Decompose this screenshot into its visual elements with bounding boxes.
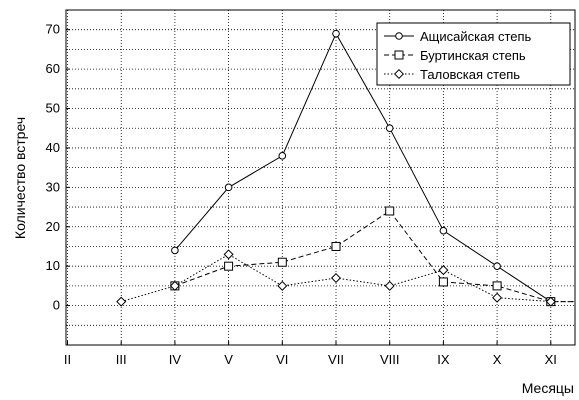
x-tick-label: V (224, 352, 233, 367)
data-point-diamond (169, 280, 180, 291)
y-tick-label: 10 (46, 258, 60, 273)
y-axis-ticks: 0 10 20 30 40 50 60 70 (46, 22, 70, 313)
legend-marker-circle (395, 32, 403, 40)
data-point-square (331, 241, 341, 251)
data-point-diamond (277, 280, 288, 291)
data-point-square (492, 281, 502, 291)
series-layer (116, 29, 575, 307)
data-point-diamond (384, 280, 395, 291)
x-tick-label: X (493, 352, 502, 367)
x-tick-label: IX (437, 352, 450, 367)
y-tick-label: 30 (46, 179, 60, 194)
data-point-circle (332, 29, 340, 38)
plot-frame (65, 9, 576, 346)
series-line (174, 32, 552, 303)
legend-marker-diamond (393, 68, 405, 80)
data-point-diamond (545, 296, 556, 307)
legend: Ащисайская степь Буртинская степь Таловска… (376, 22, 571, 86)
x-axis-label: Месяцы (522, 380, 574, 396)
data-point-diamond (116, 296, 127, 307)
x-tick-label: VI (276, 352, 288, 367)
data-point-circle (224, 183, 233, 192)
y-tick-label: 50 (46, 101, 60, 116)
legend-label: Ащисайская степь (420, 29, 532, 44)
x-tick-label: II (64, 352, 71, 367)
series-1 (171, 29, 555, 306)
x-tick-label: III (116, 352, 127, 367)
legend-marker-square (394, 50, 404, 60)
y-tick-label: 40 (46, 140, 60, 155)
y-tick-label: 20 (46, 219, 60, 234)
series-line (121, 253, 575, 303)
data-point-square (438, 277, 448, 287)
y-tick-label: 0 (53, 298, 60, 313)
y-axis-label: Количество встреч (12, 117, 28, 239)
data-point-circle (439, 226, 448, 235)
y-tick-label: 70 (46, 22, 60, 37)
x-tick-label: VIII (380, 352, 400, 367)
data-point-diamond (438, 265, 449, 276)
legend-label: Таловская степь (420, 67, 520, 82)
legend-label: Буртинская степь (420, 48, 526, 63)
data-point-diamond (223, 249, 234, 260)
data-point-circle (493, 262, 501, 270)
data-point-square (224, 261, 234, 271)
data-point-diamond (492, 292, 503, 303)
y-tick-label: 60 (46, 61, 60, 76)
x-tick-label: XI (545, 352, 557, 367)
data-point-diamond (330, 272, 342, 284)
x-axis-ticks: II III IV V VI VII VIII IX X XI (64, 341, 557, 367)
series-3 (116, 249, 575, 307)
data-point-square (277, 257, 287, 267)
data-point-circle (278, 152, 287, 160)
data-point-square (385, 206, 395, 216)
series-line (174, 210, 575, 303)
x-tick-label: IV (169, 352, 182, 367)
data-point-circle (171, 246, 179, 255)
x-tick-label: VII (328, 352, 344, 367)
data-point-circle (385, 124, 394, 133)
legend-box (376, 22, 571, 86)
